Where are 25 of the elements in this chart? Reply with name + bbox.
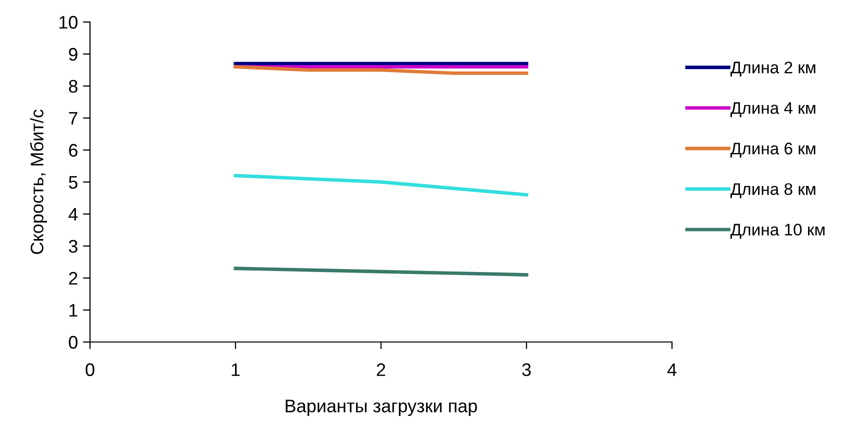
y-tick-label: 10: [59, 16, 78, 29]
y-tick-label: 9: [69, 48, 78, 61]
line-series: [234, 266, 528, 277]
x-tick-label: 1: [232, 363, 240, 376]
y-tick-label: 0: [68, 336, 78, 349]
legend-label: Длина 8 км: [730, 183, 816, 198]
x-tick-label: 2: [376, 363, 386, 376]
y-tick-label: 8: [68, 80, 78, 93]
y-tick-label: 5: [68, 176, 78, 189]
y-tick-label: 2: [69, 272, 78, 285]
x-tick-label: 0: [86, 363, 94, 376]
legend-label: Длина 6 км: [730, 142, 816, 158]
y-tick-label: 7: [69, 112, 78, 125]
legend-label: Длина 4 км: [730, 102, 816, 118]
y-tick-label: 1: [70, 304, 78, 317]
y-axis-title: Скорость, Мбит/с: [30, 110, 47, 254]
legend-label: Длина 10 км: [730, 224, 825, 239]
y-tick-label: 6: [69, 144, 78, 157]
x-tick-label: 4: [667, 363, 676, 376]
y-tick-label: 3: [68, 240, 78, 253]
x-axis-title: Варианты загрузки пар: [286, 400, 477, 416]
x-tick-label: 3: [522, 363, 531, 376]
line-series: [234, 174, 528, 197]
y-tick-label: 4: [68, 208, 78, 221]
legend-label: Длина 2 км: [730, 62, 816, 77]
